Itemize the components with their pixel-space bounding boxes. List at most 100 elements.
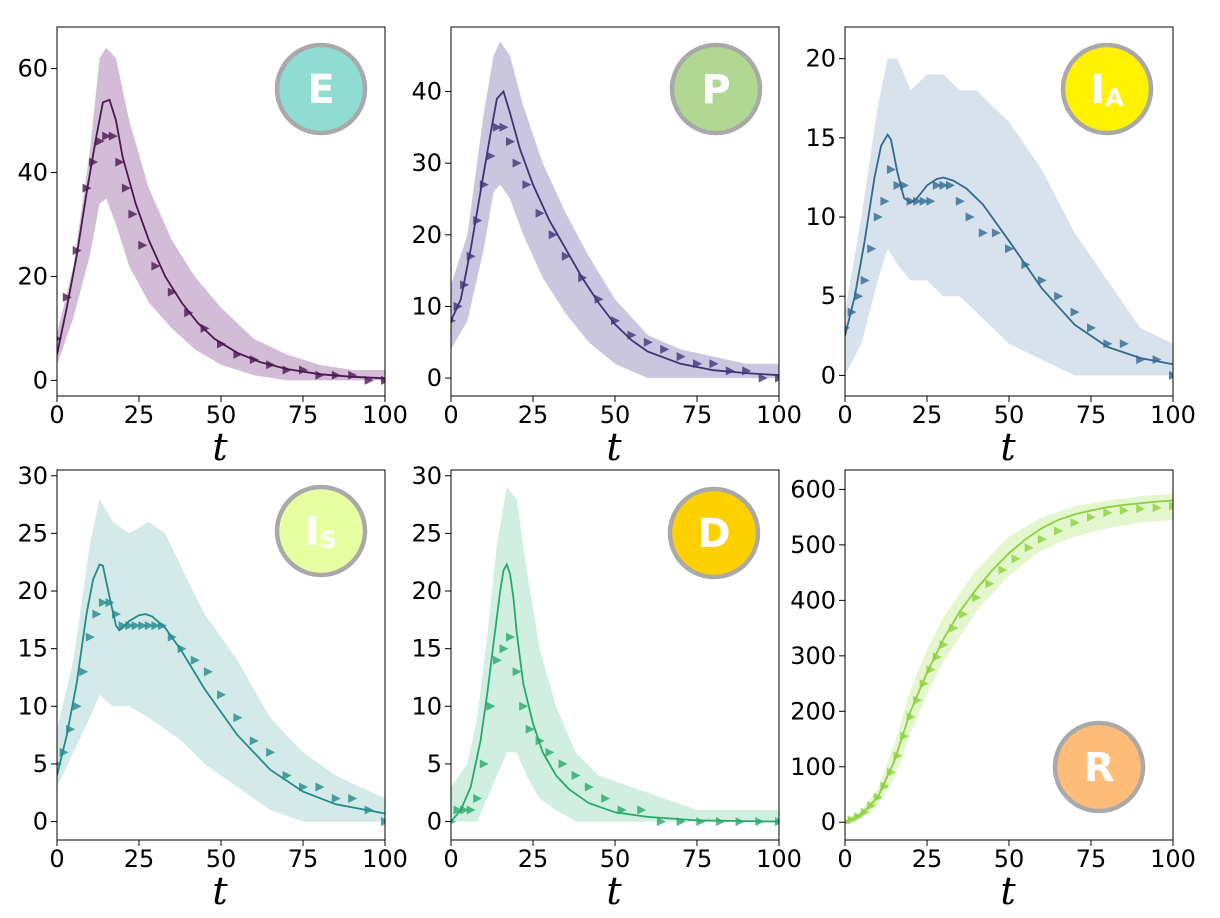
compartment-badge: R: [1052, 720, 1146, 814]
data-marker: [880, 196, 890, 206]
x-tick-label: 0: [443, 845, 458, 873]
panel-0: 0 25 50 75 100 0 20 40 60 t E: [17, 26, 408, 469]
x-tick-label: 25: [124, 845, 155, 873]
data-marker: [151, 261, 161, 271]
x-axis-label: t: [212, 425, 228, 469]
x-tick-label: 50: [206, 845, 237, 873]
x-tick-label: 50: [600, 845, 631, 873]
data-marker: [946, 180, 955, 190]
data-marker: [453, 301, 463, 311]
data-marker: [525, 724, 535, 734]
badge-letter: D: [697, 511, 730, 557]
data-marker: [656, 817, 666, 827]
x-tick-label: 50: [206, 401, 237, 429]
badge-subscript: S: [320, 526, 337, 554]
data-marker: [845, 819, 850, 825]
data-marker: [1136, 504, 1146, 514]
data-marker: [601, 794, 611, 803]
data-marker: [919, 196, 929, 206]
data-marker: [479, 759, 489, 769]
data-marker: [233, 713, 243, 723]
model-line: [57, 563, 385, 815]
data-marker: [158, 621, 167, 631]
data-marker: [512, 667, 522, 677]
data-marker: [611, 316, 620, 326]
data-marker: [867, 244, 877, 254]
data-marker: [364, 805, 374, 815]
data-marker: [584, 782, 594, 792]
y-tick-label: 10: [805, 203, 836, 231]
data-marker: [203, 667, 213, 677]
data-marker: [79, 667, 89, 677]
confidence-band: [845, 493, 1173, 823]
data-marker: [249, 736, 259, 746]
y-tick-label: 40: [17, 159, 48, 187]
x-tick-label: 100: [756, 401, 802, 429]
data-marker: [860, 807, 870, 817]
data-marker: [854, 291, 864, 301]
data-marker: [512, 158, 522, 168]
data-marker: [299, 365, 308, 375]
data-marker: [486, 701, 496, 711]
data-marker: [959, 609, 969, 619]
badge-letter: I: [1090, 67, 1105, 113]
data-marker: [85, 632, 95, 642]
y-tick-label: 10: [411, 292, 442, 320]
y-tick-label: 0: [821, 808, 836, 836]
svg-text:D: D: [697, 511, 730, 557]
data-marker: [89, 157, 99, 167]
y-tick-label: 500: [790, 531, 836, 559]
data-marker: [880, 781, 890, 791]
data-marker: [492, 122, 502, 132]
y-tick-label: 60: [17, 55, 48, 83]
x-tick-label: 100: [362, 401, 408, 429]
data-marker: [900, 731, 909, 741]
model-line: [845, 133, 1173, 366]
data-marker: [112, 609, 121, 619]
data-marker: [108, 131, 118, 141]
x-tick-label: 75: [288, 845, 319, 873]
y-tick-label: 30: [17, 462, 48, 490]
data-marker: [131, 621, 141, 631]
data-marker: [200, 323, 210, 333]
badge-letter: I: [305, 509, 320, 555]
data-marker: [460, 280, 470, 290]
data-marker: [381, 375, 385, 385]
x-tick-label: 100: [756, 845, 802, 873]
data-marker: [1119, 339, 1129, 349]
y-tick-label: 0: [427, 364, 442, 392]
data-marker: [1070, 518, 1080, 528]
data-marker: [886, 165, 896, 174]
data-marker: [266, 747, 276, 757]
data-marker: [867, 801, 877, 811]
data-marker: [1005, 244, 1014, 254]
x-tick-label: 0: [837, 401, 852, 429]
x-tick-label: 25: [518, 845, 549, 873]
data-marker: [939, 180, 949, 190]
y-tick-label: 15: [411, 635, 442, 663]
x-axis-label: t: [606, 869, 622, 913]
data-marker: [315, 370, 325, 380]
y-tick-label: 20: [17, 577, 48, 605]
data-marker: [348, 794, 358, 803]
svg-text:IA: IA: [1090, 67, 1124, 113]
y-tick-label: 30: [411, 149, 442, 177]
svg-text:E: E: [307, 67, 334, 113]
data-marker: [735, 817, 745, 827]
data-marker: [972, 593, 982, 603]
y-tick-label: 10: [17, 692, 48, 720]
data-marker: [696, 817, 706, 827]
data-marker: [873, 792, 883, 802]
plot-area: [451, 41, 779, 383]
data-marker: [184, 308, 194, 318]
y-tick-label: 100: [790, 753, 836, 781]
y-tick-label: 0: [821, 361, 836, 389]
data-marker: [282, 365, 292, 375]
data-marker: [643, 337, 653, 347]
y-tick-label: 10: [411, 692, 442, 720]
y-tick-label: 30: [411, 462, 442, 490]
data-marker: [98, 598, 108, 608]
data-marker: [1037, 275, 1047, 285]
data-marker: [693, 359, 702, 369]
data-marker: [939, 640, 949, 650]
